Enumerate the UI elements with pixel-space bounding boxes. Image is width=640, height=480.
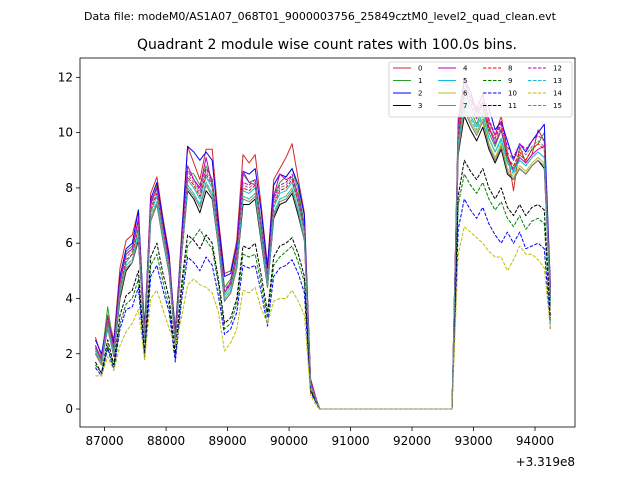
legend-label-6: 6 <box>463 90 468 98</box>
y-tick-label: 4 <box>65 291 73 305</box>
legend-label-9: 9 <box>508 77 512 85</box>
y-tick-label: 10 <box>58 126 73 140</box>
suptitle: Data file: modeM0/AS1A07_068T01_90000037… <box>84 10 557 23</box>
legend-label-15: 15 <box>553 102 562 110</box>
x-tick-label: 92000 <box>393 434 431 448</box>
legend-label-11: 11 <box>508 102 517 110</box>
y-tick-label: 12 <box>58 70 73 84</box>
chart-title: Quadrant 2 module wise count rates with … <box>137 37 517 53</box>
legend-label-2: 2 <box>418 90 422 98</box>
y-tick-label: 6 <box>65 236 73 250</box>
x-tick-label: 94000 <box>516 434 554 448</box>
x-tick-label: 87000 <box>86 434 124 448</box>
axes-layer: 87000 88000 89000 90000 91000 92000 93000 94000… <box>58 70 554 448</box>
y-tick-label: 2 <box>65 347 73 361</box>
x-offset-label: +3.319e8 <box>516 455 575 469</box>
x-tick-label: 93000 <box>454 434 492 448</box>
legend-label-13: 13 <box>553 77 562 85</box>
legend-label-0: 0 <box>418 65 422 73</box>
legend-label-1: 1 <box>418 77 422 85</box>
legend-label-14: 14 <box>553 90 562 98</box>
x-tick-label: 91000 <box>331 434 369 448</box>
legend-label-10: 10 <box>508 90 517 98</box>
x-tick-label: 89000 <box>208 434 246 448</box>
legend-label-8: 8 <box>508 65 512 73</box>
x-tick-label: 90000 <box>270 434 308 448</box>
legend-frame <box>388 61 573 118</box>
legend-label-3: 3 <box>418 102 422 110</box>
legend-label-7: 7 <box>463 102 467 110</box>
series-layer <box>94 76 551 410</box>
legend-label-4: 4 <box>463 65 468 73</box>
plot-frame <box>79 57 576 428</box>
x-tick-label: 88000 <box>147 434 185 448</box>
legend-label-12: 12 <box>553 65 562 73</box>
legend-label-5: 5 <box>463 77 467 85</box>
y-tick-label: 8 <box>65 181 73 195</box>
y-tick-label: 0 <box>65 402 73 416</box>
